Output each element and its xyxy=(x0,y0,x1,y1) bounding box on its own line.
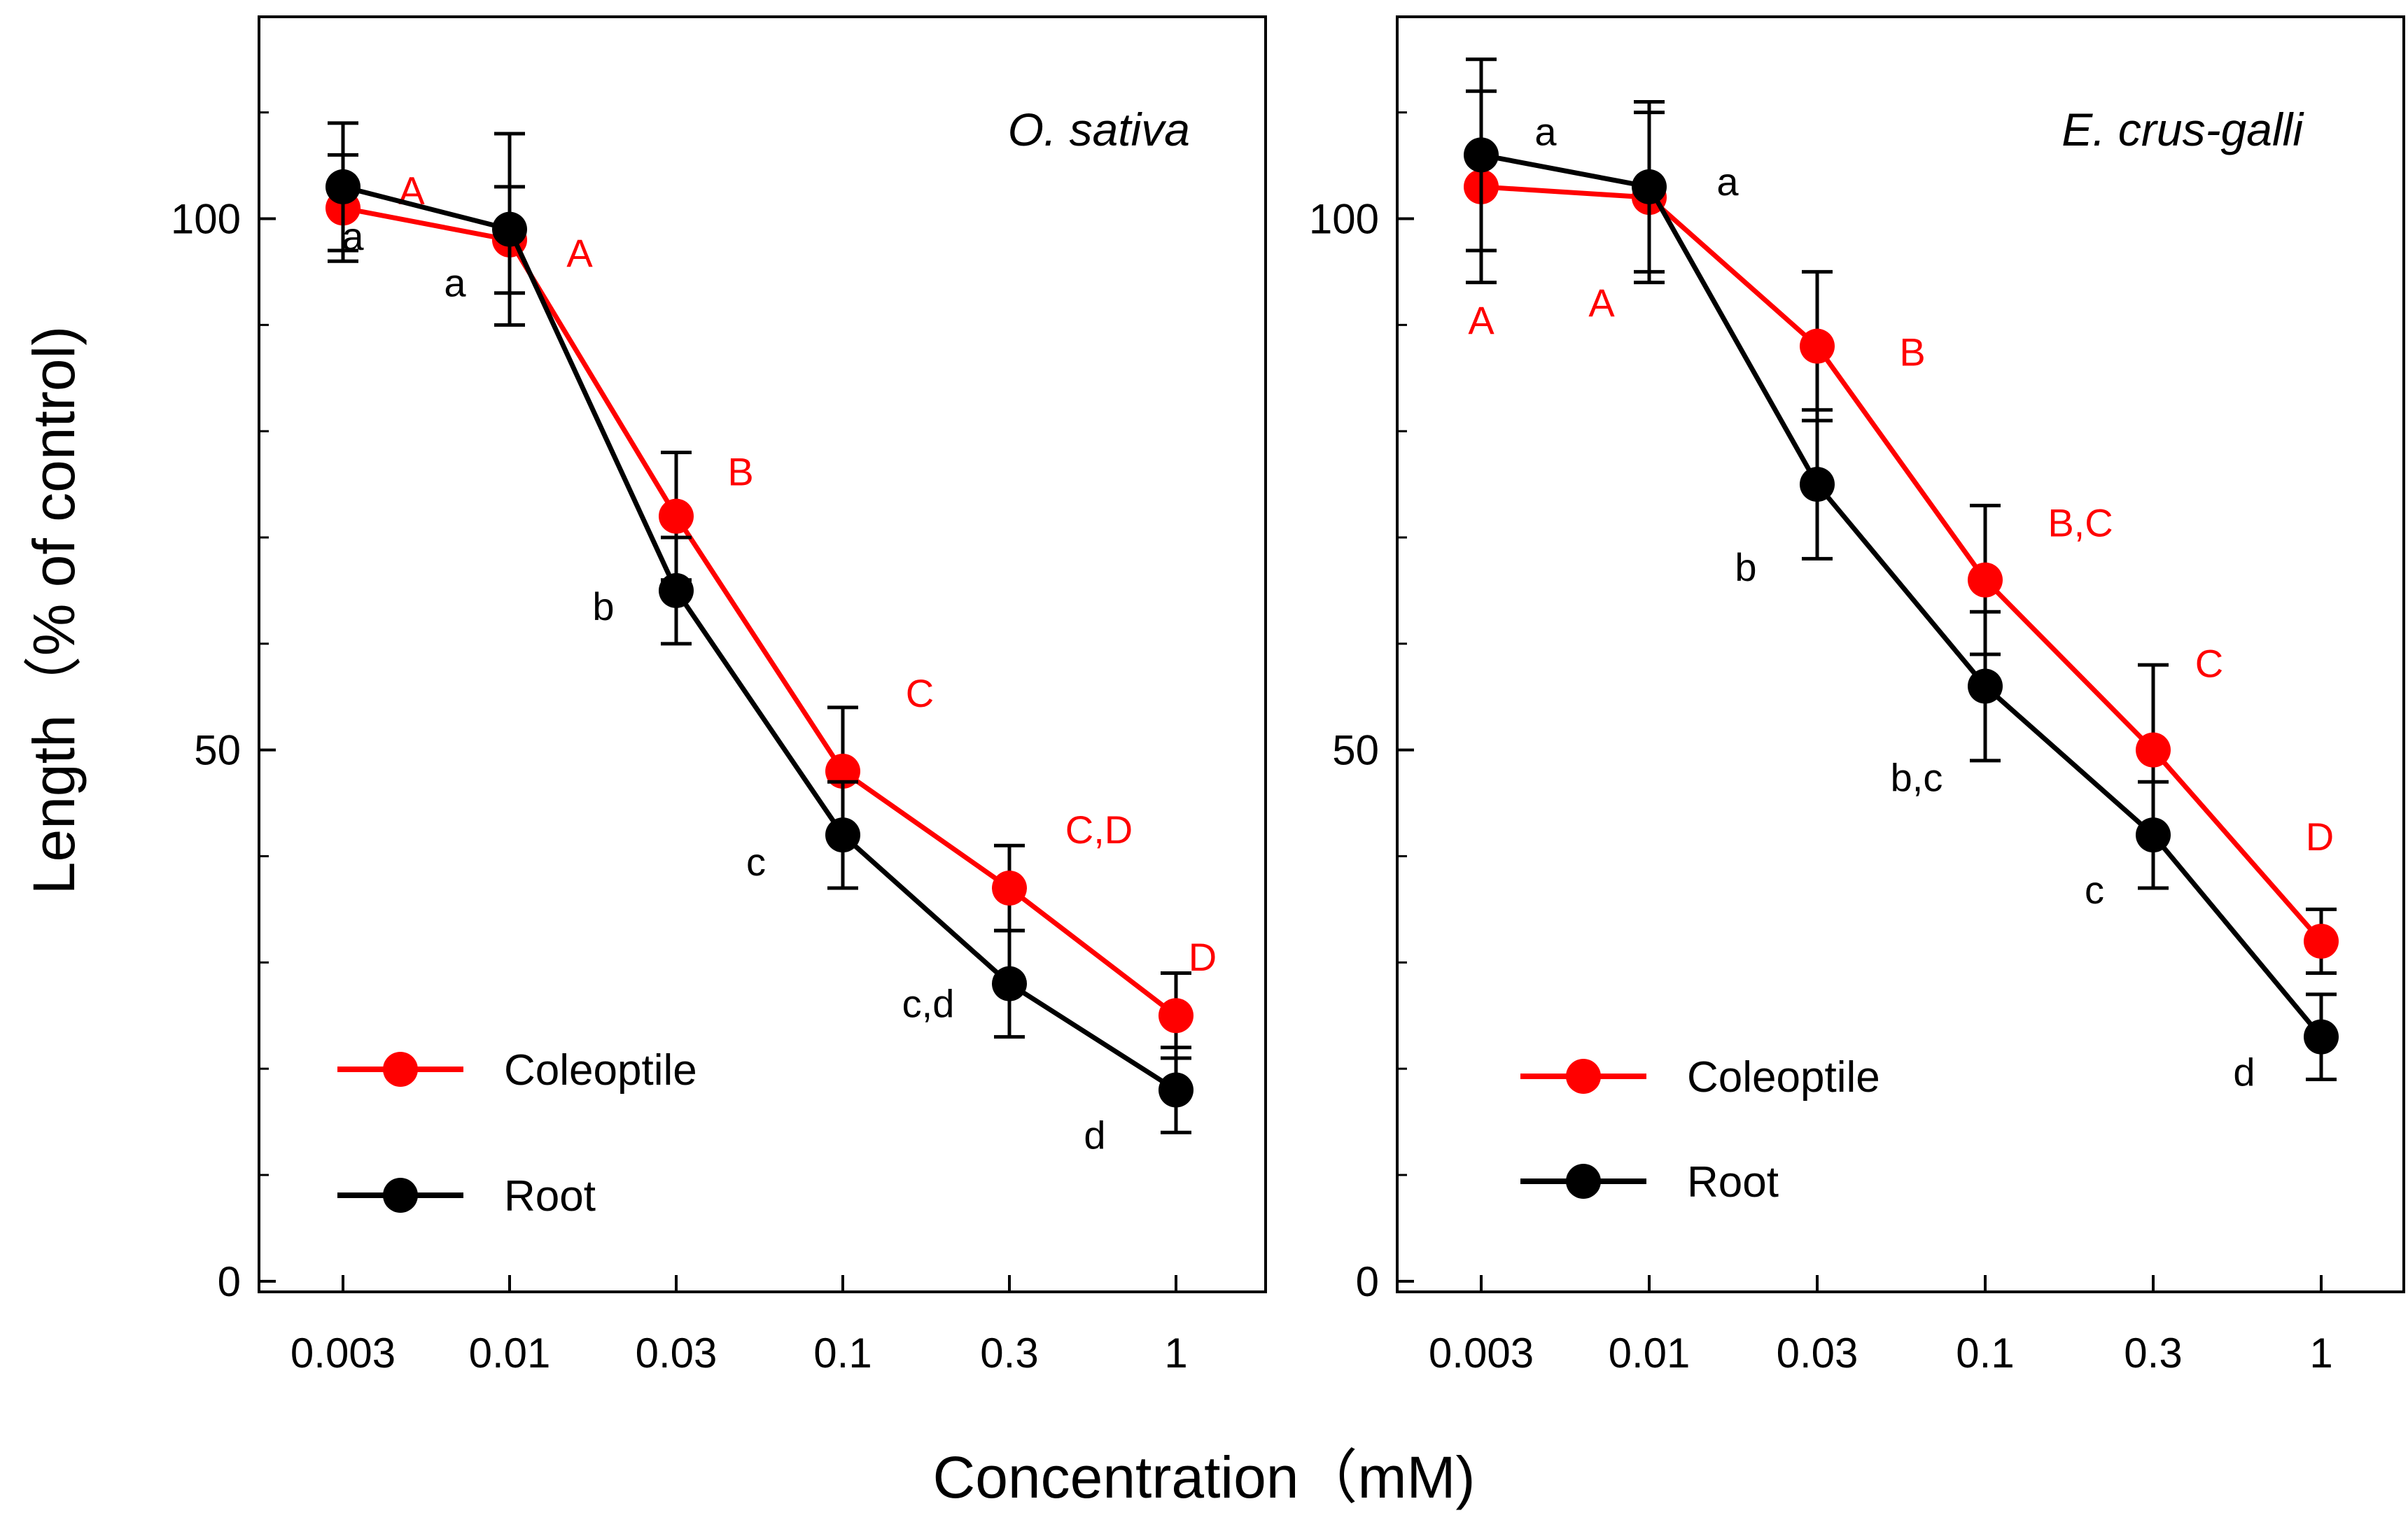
significance-label-root: c xyxy=(2085,868,2104,912)
significance-label-root: d xyxy=(1084,1113,1105,1157)
data-point-root xyxy=(1800,467,1835,502)
x-tick-label-0-01: 0.01 xyxy=(1609,1330,1690,1377)
plot-frame xyxy=(258,15,1267,1293)
x-tick-label-0-3: 0.3 xyxy=(2124,1330,2182,1377)
significance-label-coleoptile: A xyxy=(1468,298,1494,342)
y-tick-label-100: 100 xyxy=(1309,195,1379,242)
significance-label-root: b,c xyxy=(1891,756,1943,800)
legend-marker-root xyxy=(1566,1164,1601,1199)
significance-label-root: b xyxy=(1735,545,1756,589)
data-point-coleoptile xyxy=(1800,328,1835,364)
legend-label-root: Root xyxy=(1687,1158,1779,1206)
significance-label-root: b xyxy=(592,584,614,628)
legend: Coleoptile Root xyxy=(1520,1053,1880,1206)
x-tick-label-1: 1 xyxy=(1164,1330,1187,1377)
significance-label-coleoptile: C xyxy=(2195,642,2223,686)
series-line-root xyxy=(1480,152,2323,1039)
series-root: a a b b,c c d xyxy=(1464,57,2339,1095)
panel-title: O. sativa xyxy=(1008,104,1190,155)
significance-label-root: a xyxy=(1534,109,1557,153)
data-point-root xyxy=(825,817,860,853)
x-tick-label-0-003: 0.003 xyxy=(1429,1330,1534,1377)
x-tick-label-0-1: 0.1 xyxy=(813,1330,872,1377)
significance-label-coleoptile: C,D xyxy=(1065,808,1133,852)
significance-label-coleoptile: B,C xyxy=(2047,501,2113,545)
data-point-root xyxy=(2304,1019,2339,1055)
significance-label-root: a xyxy=(1716,160,1739,204)
series-line-coleoptile xyxy=(1480,184,2323,943)
series-root: a a b c c,d d xyxy=(326,121,1194,1157)
x-tick-label-0-1: 0.1 xyxy=(1956,1330,2014,1377)
significance-label-root: a xyxy=(342,214,364,258)
legend-label-coleoptile: Coleoptile xyxy=(504,1046,697,1095)
significance-label-coleoptile: A xyxy=(1588,281,1615,325)
data-point-coleoptile xyxy=(1158,998,1194,1034)
y-tick-label-50: 50 xyxy=(1332,727,1379,774)
panel-title: E. crus-galli xyxy=(2062,104,2304,155)
significance-label-root: d xyxy=(2233,1050,2255,1095)
data-point-coleoptile xyxy=(992,871,1027,906)
data-point-coleoptile xyxy=(1968,562,2003,598)
series-coleoptile: A A B B,C C D xyxy=(1464,89,2339,975)
legend: Coleoptile Root xyxy=(337,1046,697,1220)
data-point-coleoptile xyxy=(2304,923,2339,959)
plot-frame xyxy=(1396,15,2405,1293)
series-line-coleoptile xyxy=(342,205,1178,1018)
legend-marker-root xyxy=(383,1178,418,1213)
legend-label-coleoptile: Coleoptile xyxy=(1687,1053,1880,1102)
data-point-root xyxy=(2136,817,2171,853)
significance-label-coleoptile: D xyxy=(1189,935,1217,979)
y-tick-label-0: 0 xyxy=(1356,1258,1379,1305)
legend-label-root: Root xyxy=(504,1172,596,1220)
x-tick-label-0-03: 0.03 xyxy=(636,1330,718,1377)
data-point-root xyxy=(1158,1072,1194,1108)
data-point-coleoptile xyxy=(659,498,694,534)
significance-label-root: a xyxy=(444,261,466,305)
x-tick-label-0-03: 0.03 xyxy=(1777,1330,1858,1377)
significance-label-coleoptile: B xyxy=(1899,330,1925,374)
significance-label-coleoptile: C xyxy=(906,671,934,715)
x-axis-title: Concentration（mM) xyxy=(933,1444,1476,1510)
data-point-root xyxy=(1968,668,2003,704)
y-tick-label-50: 50 xyxy=(194,727,241,774)
y-tick-label-0: 0 xyxy=(218,1258,241,1305)
x-tick-label-0-01: 0.01 xyxy=(469,1330,551,1377)
significance-label-root: c,d xyxy=(902,982,955,1026)
significance-label-root: c xyxy=(746,840,766,884)
data-point-coleoptile xyxy=(825,754,860,789)
data-point-root xyxy=(326,169,360,204)
x-tick-label-1: 1 xyxy=(2309,1330,2332,1377)
y-axis-title: Length（% of control) xyxy=(21,326,87,894)
data-point-root xyxy=(992,966,1027,1001)
series-line-root xyxy=(342,184,1177,1092)
significance-label-coleoptile: A xyxy=(566,231,593,275)
x-tick-label-0-003: 0.003 xyxy=(290,1330,396,1377)
x-tick-label-0-3: 0.3 xyxy=(980,1330,1038,1377)
significance-label-coleoptile: D xyxy=(2306,815,2334,859)
legend-marker-coleoptile xyxy=(1566,1059,1601,1094)
data-point-coleoptile xyxy=(2136,732,2171,768)
data-point-root xyxy=(1464,137,1499,173)
significance-label-coleoptile: B xyxy=(727,450,753,494)
legend-marker-coleoptile xyxy=(383,1052,418,1087)
data-point-root xyxy=(1632,169,1667,204)
data-point-root xyxy=(492,211,527,247)
y-tick-label-100: 100 xyxy=(171,195,241,242)
data-point-root xyxy=(659,572,694,608)
